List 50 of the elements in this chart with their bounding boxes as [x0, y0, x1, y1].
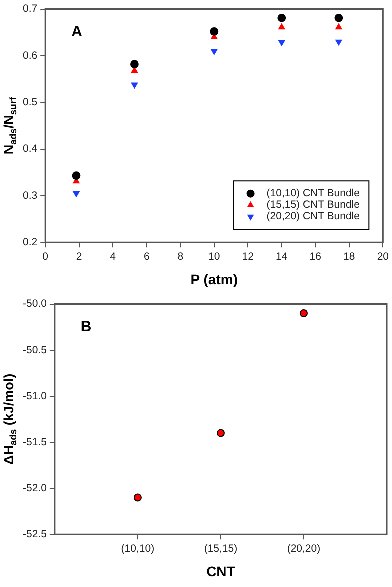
legend-label: (15,15) CNT Bundle — [266, 199, 360, 212]
x-tick-label: 8 — [178, 250, 184, 263]
y-tick-label: 0.6 — [22, 50, 38, 62]
x-tick-label: 16 — [310, 250, 322, 263]
y-axis-title: ΔHads (kJ/mol) — [2, 374, 20, 466]
y-tick-label: 0.5 — [22, 96, 38, 109]
x-tick-label: 12 — [242, 250, 254, 263]
point — [131, 82, 138, 90]
point — [216, 429, 225, 438]
y-tick-label: 0.2 — [22, 236, 38, 248]
point — [210, 49, 218, 56]
point — [210, 27, 219, 36]
x-tick-label: 6 — [144, 250, 150, 263]
legend-label: (20,20) CNT Bundle — [266, 210, 360, 223]
y-tick-label: -50.0 — [22, 298, 48, 310]
point — [334, 14, 344, 22]
y-tick-label: -51.0 — [22, 390, 48, 402]
x-tick-label: 10 — [208, 250, 220, 263]
point — [278, 23, 286, 30]
x-tick-label: 14 — [276, 250, 288, 263]
x-tick-label: 4 — [110, 250, 116, 263]
x-tick-label: 18 — [344, 250, 356, 263]
point — [335, 40, 343, 46]
x-axis-title: P (atm) — [190, 271, 238, 288]
x-tick-label: 0 — [42, 250, 49, 263]
x-tick-label: 20 — [377, 250, 390, 263]
point — [134, 494, 142, 502]
annotation: A — [72, 23, 83, 40]
y-axis-title: Nads/Nsurf — [2, 96, 20, 155]
point — [278, 40, 286, 47]
y-tick-label: 0.7 — [22, 3, 38, 16]
x-tick-label: 2 — [76, 250, 82, 263]
point — [335, 23, 343, 30]
point — [300, 310, 308, 318]
legend-label: (10,10) CNT Bundle — [266, 188, 360, 200]
x-tick-label: (20,20) — [287, 542, 321, 555]
point — [130, 60, 139, 69]
point — [72, 172, 81, 180]
y-tick-label: 0.4 — [22, 143, 38, 156]
x-tick-label: (10,10) — [121, 542, 155, 555]
y-tick-label: -52.0 — [22, 482, 48, 494]
point — [72, 192, 80, 198]
x-axis-title: CNT — [206, 563, 236, 580]
y-tick-label: -50.5 — [22, 344, 48, 356]
x-tick-label: (15,15) — [204, 542, 238, 555]
annotation: B — [80, 318, 92, 336]
point — [278, 14, 286, 22]
y-tick-label: -52.5 — [22, 528, 48, 540]
y-tick-label: -51.5 — [22, 436, 48, 448]
y-tick-label: 0.3 — [22, 190, 38, 202]
